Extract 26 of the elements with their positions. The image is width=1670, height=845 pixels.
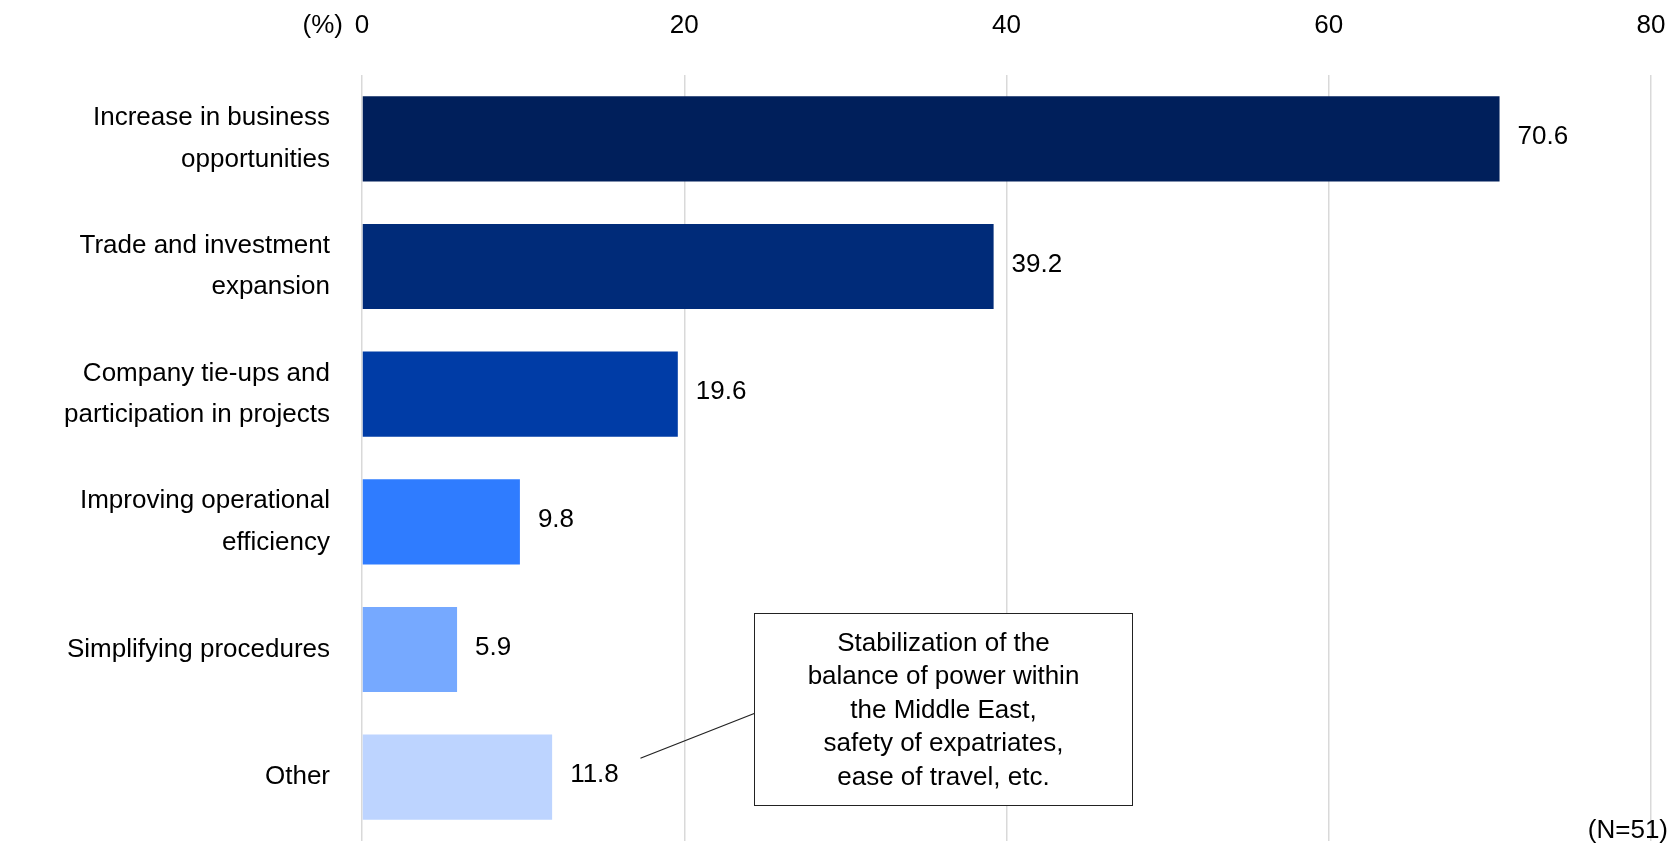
bar — [362, 734, 553, 820]
x-tick-label: 20 — [669, 8, 699, 39]
x-tick-label: 40 — [992, 8, 1021, 39]
bar — [362, 351, 678, 437]
y-tick-label: Trade and investment expansion — [79, 228, 331, 301]
bar — [362, 223, 994, 310]
y-tick-label: Simplifying procedures — [66, 632, 330, 663]
y-tick-label: Company tie-ups and participation in projects — [64, 356, 330, 429]
x-axis-title: (%) — [302, 8, 343, 39]
x-tick-label: 80 — [1636, 8, 1666, 39]
y-tick-label: Other — [264, 760, 331, 791]
y-tick-label: Improving operational efficiency — [79, 484, 330, 556]
data-label: 9.8 — [537, 503, 575, 534]
data-label: 5.9 — [475, 630, 512, 661]
bar — [362, 479, 520, 565]
bar — [362, 96, 1500, 182]
bar — [362, 606, 458, 693]
annotation: (N=51) — [1587, 814, 1668, 845]
y-tick-label: Increase in business opportunities — [92, 101, 330, 173]
data-label: 39.2 — [1011, 247, 1063, 278]
data-label: 11.8 — [570, 758, 619, 789]
data-label: 70.6 — [1517, 120, 1569, 151]
data-label: 19.6 — [695, 375, 747, 406]
x-tick-label: 60 — [1314, 8, 1344, 39]
annotation: Stabilization of the balance of power within the Middle East, safety of expatriates, ease of travel, etc. — [807, 625, 1080, 793]
x-tick-label: 0 — [354, 8, 370, 39]
